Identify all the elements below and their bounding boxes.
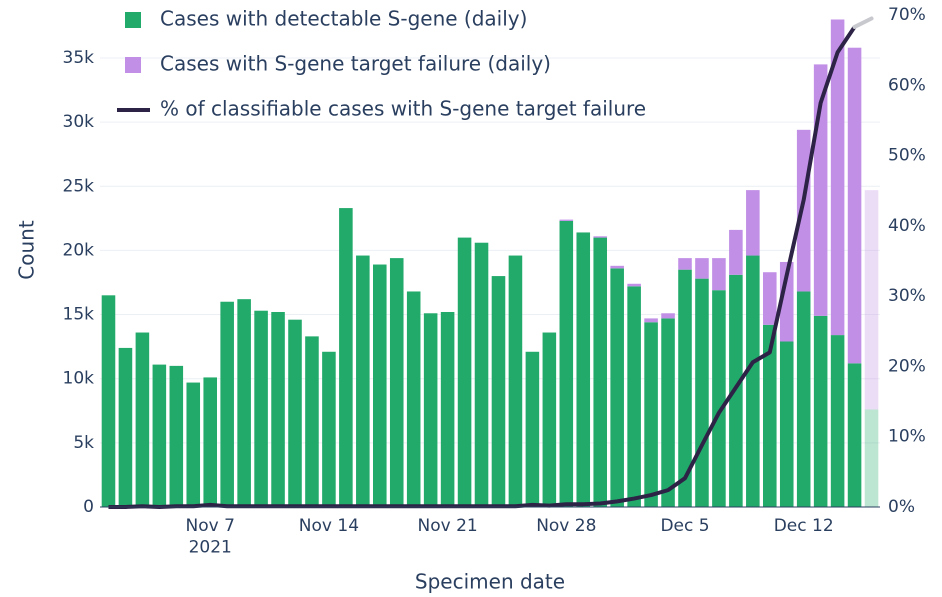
y2-tick-label: 50% [888, 146, 926, 166]
bar [644, 322, 658, 507]
bar [237, 299, 251, 507]
bar [339, 208, 353, 507]
y2-tick-label: 10% [888, 427, 926, 447]
y-tick-label: 5k [73, 433, 94, 453]
bar [423, 313, 438, 507]
bar [593, 237, 607, 507]
legend-label: Cases with S-gene target failure (daily) [160, 52, 551, 76]
x-tick-label: Dec 5 [660, 516, 709, 536]
bar [169, 365, 184, 507]
y2-tick-label: 0% [888, 497, 915, 517]
bar [796, 291, 811, 507]
bar [101, 295, 116, 507]
x-tick-label: Dec 12 [774, 516, 834, 536]
bar [661, 318, 675, 507]
x-tick-label: Nov 28 [536, 516, 596, 536]
y-tick-label: 10k [63, 369, 95, 389]
y2-tick-label: 40% [888, 216, 926, 236]
bar [610, 265, 624, 269]
bar [118, 347, 133, 507]
bar [559, 219, 574, 221]
bars [101, 19, 879, 507]
bar [525, 351, 540, 507]
bar [457, 237, 472, 507]
bar [576, 232, 591, 507]
bar [864, 190, 879, 410]
bar [254, 310, 268, 507]
bar [712, 258, 726, 291]
bar [203, 377, 217, 507]
bar [305, 336, 319, 507]
bar [729, 229, 743, 275]
bar [491, 276, 506, 507]
legend-swatch [125, 12, 141, 28]
y2-tick-label: 30% [888, 286, 926, 306]
bar [678, 258, 692, 270]
x-tick-label: Nov 14 [299, 516, 359, 536]
x-tick-label: Nov 21 [417, 516, 477, 536]
x-axis-title: Specimen date [415, 570, 565, 594]
bar [542, 332, 557, 507]
bar [220, 301, 234, 507]
bar [356, 255, 370, 507]
bar [695, 258, 709, 279]
bar [830, 335, 845, 507]
bar [746, 255, 760, 507]
bar [796, 129, 811, 292]
bar [152, 364, 167, 507]
y-tick-label: 20k [63, 240, 95, 260]
bar [508, 255, 523, 507]
bar [406, 291, 421, 507]
bar [830, 19, 845, 336]
bar [186, 382, 201, 507]
y-tick-label: 35k [63, 48, 95, 68]
bar [678, 269, 692, 507]
bar [474, 242, 489, 507]
provisional-segment [852, 16, 874, 29]
bar [695, 278, 709, 507]
bar [644, 318, 658, 323]
bar [847, 47, 862, 364]
legend: Cases with detectable S-gene (daily) Case… [117, 7, 646, 121]
y-tick-label: 30k [63, 112, 95, 132]
bar [763, 272, 777, 325]
y2-tick-label: 60% [888, 75, 926, 95]
bar [135, 332, 150, 507]
y2-tick-label: 70% [888, 5, 926, 25]
y-axis-title: Count [15, 220, 39, 280]
bar [864, 409, 879, 507]
bar [746, 190, 760, 256]
bar [288, 319, 302, 507]
bar [847, 363, 862, 507]
bar [559, 220, 574, 507]
bar [661, 313, 675, 319]
x-tick-label: Nov 7 2021 [186, 516, 235, 557]
bar [712, 290, 726, 507]
line [108, 25, 857, 509]
bar [779, 341, 794, 507]
bar [271, 311, 285, 507]
bar [389, 258, 404, 507]
bar [373, 264, 387, 507]
legend-label: Cases with detectable S-gene (daily) [160, 7, 527, 31]
bar [322, 351, 336, 507]
legend-label: % of classifiable cases with S-gene targ… [160, 97, 646, 121]
bar [440, 311, 455, 507]
bar [813, 315, 828, 507]
y2-tick-label: 20% [888, 356, 926, 376]
y-tick-label: 15k [63, 305, 95, 325]
bar [627, 283, 641, 287]
lines [108, 16, 874, 509]
y-tick-label: 0 [83, 497, 94, 517]
legend-swatch [125, 57, 141, 73]
bar [593, 236, 607, 238]
bar [627, 286, 641, 507]
bar [763, 324, 777, 507]
bar [610, 268, 624, 507]
y-tick-label: 25k [63, 176, 95, 196]
